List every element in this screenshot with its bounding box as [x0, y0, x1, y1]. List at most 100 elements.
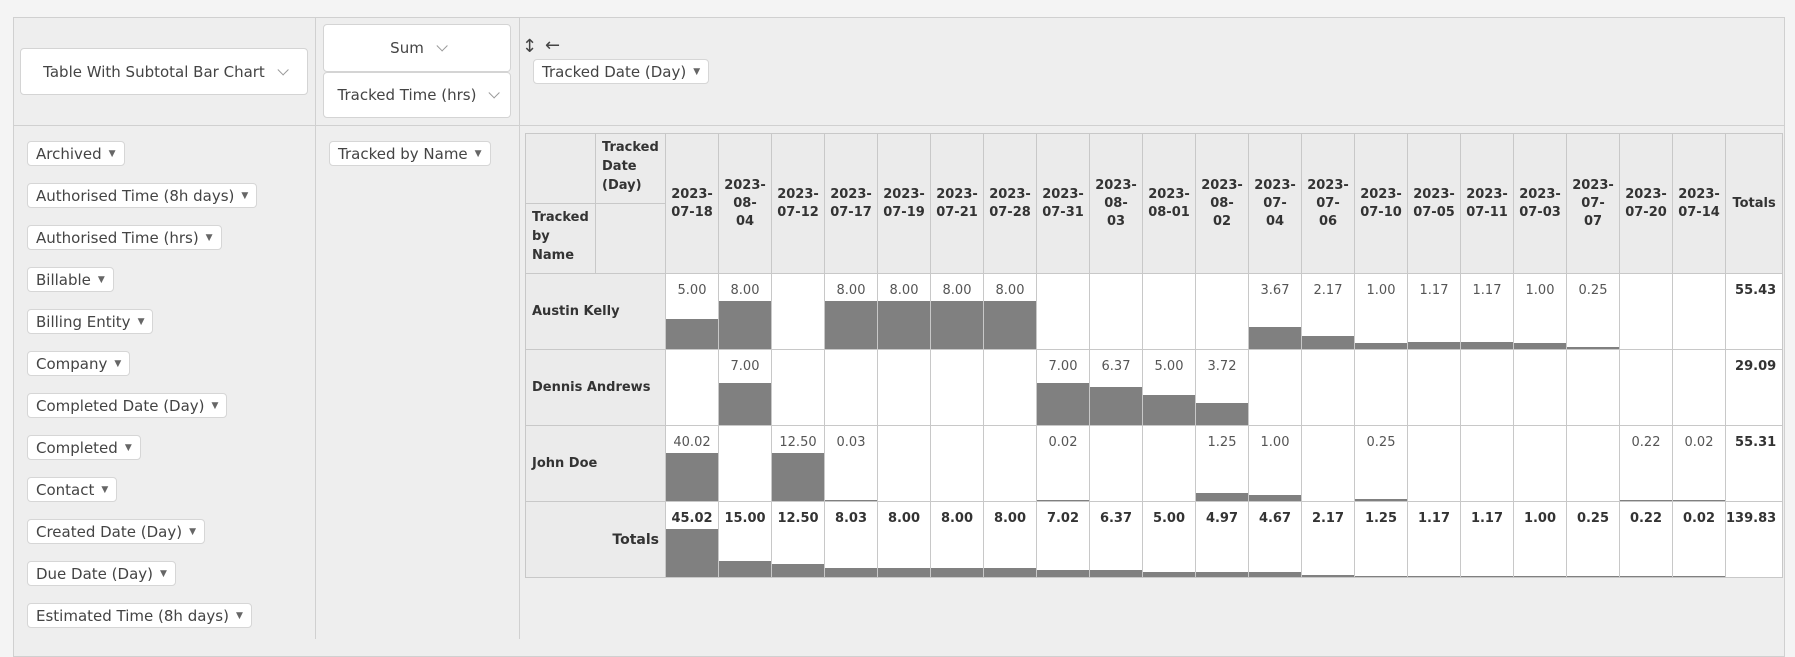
- pivot-cell[interactable]: [1619, 273, 1673, 350]
- pivot-cell[interactable]: [1089, 273, 1143, 350]
- col-total-cell[interactable]: 1.25: [1354, 501, 1408, 578]
- attr-pill[interactable]: Estimated Time (8h days) ▼: [27, 603, 252, 628]
- attr-pill[interactable]: Billable ▼: [27, 267, 114, 292]
- value-field-select[interactable]: Tracked Time (hrs): [323, 72, 511, 118]
- pivot-cell[interactable]: 0.03: [824, 425, 878, 502]
- attr-pill[interactable]: Completed ▼: [27, 435, 141, 460]
- col-total-cell[interactable]: 6.37: [1089, 501, 1143, 578]
- pivot-cell[interactable]: 3.67: [1248, 273, 1302, 350]
- pivot-cell[interactable]: [1036, 273, 1090, 350]
- pivot-cell[interactable]: [824, 349, 878, 426]
- pivot-cell[interactable]: [930, 349, 984, 426]
- pivot-cell[interactable]: 5.00: [1142, 349, 1196, 426]
- pivot-cell[interactable]: [1460, 349, 1514, 426]
- pivot-cell[interactable]: 8.00: [718, 273, 772, 350]
- col-order-icon[interactable]: ←: [545, 35, 561, 56]
- col-total-cell[interactable]: 5.00: [1142, 501, 1196, 578]
- col-total-cell[interactable]: 2.17: [1301, 501, 1355, 578]
- col-total-cell[interactable]: 8.03: [824, 501, 878, 578]
- pivot-cell[interactable]: 7.00: [718, 349, 772, 426]
- pivot-cell[interactable]: 40.02: [665, 425, 719, 502]
- attr-pill[interactable]: Due Date (Day) ▼: [27, 561, 176, 586]
- row-field-pill[interactable]: Tracked by Name ▼: [329, 141, 491, 166]
- col-total-cell[interactable]: 8.00: [877, 501, 931, 578]
- col-total-cell[interactable]: 8.00: [930, 501, 984, 578]
- pivot-cell[interactable]: [930, 425, 984, 502]
- pivot-cell[interactable]: [1672, 349, 1726, 426]
- pivot-cell[interactable]: 0.25: [1354, 425, 1408, 502]
- col-total-cell[interactable]: 15.00: [718, 501, 772, 578]
- attr-pill[interactable]: Authorised Time (8h days) ▼: [27, 183, 258, 208]
- col-total-cell[interactable]: 0.25: [1566, 501, 1620, 578]
- pivot-cell[interactable]: [877, 349, 931, 426]
- pivot-cell[interactable]: 5.00: [665, 273, 719, 350]
- pivot-cell[interactable]: [1460, 425, 1514, 502]
- pivot-cell[interactable]: [1619, 349, 1673, 426]
- aggregator-select[interactable]: Sum: [323, 24, 511, 72]
- pivot-cell[interactable]: 3.72: [1195, 349, 1249, 426]
- pivot-cell[interactable]: 7.00: [1036, 349, 1090, 426]
- pivot-cell[interactable]: 8.00: [877, 273, 931, 350]
- pivot-cell[interactable]: 8.00: [983, 273, 1037, 350]
- pivot-cell[interactable]: [877, 425, 931, 502]
- col-total-cell[interactable]: 4.67: [1248, 501, 1302, 578]
- col-total-cell[interactable]: 1.00: [1513, 501, 1567, 578]
- row-order-icon[interactable]: ↕: [522, 36, 538, 57]
- pivot-cell[interactable]: 1.17: [1460, 273, 1514, 350]
- col-total-cell[interactable]: 12.50: [771, 501, 825, 578]
- pivot-cell[interactable]: [1248, 349, 1302, 426]
- col-total-cell[interactable]: 1.17: [1460, 501, 1514, 578]
- pivot-cell[interactable]: 1.17: [1407, 273, 1461, 350]
- pivot-cell[interactable]: [1407, 425, 1461, 502]
- pivot-cell[interactable]: 1.00: [1513, 273, 1567, 350]
- pivot-cell[interactable]: [718, 425, 772, 502]
- pivot-cell[interactable]: 8.00: [824, 273, 878, 350]
- pivot-cell[interactable]: [1407, 349, 1461, 426]
- pivot-cell[interactable]: [1195, 273, 1249, 350]
- col-total-cell[interactable]: 45.02: [665, 501, 719, 578]
- attr-pill[interactable]: Completed Date (Day) ▼: [27, 393, 228, 418]
- pivot-cell[interactable]: [665, 349, 719, 426]
- pivot-cell[interactable]: [983, 349, 1037, 426]
- col-field-pill[interactable]: Tracked Date (Day) ▼: [533, 59, 710, 84]
- col-total-cell[interactable]: 1.17: [1407, 501, 1461, 578]
- col-total-cell[interactable]: 0.02: [1672, 501, 1726, 578]
- pivot-cell[interactable]: [1513, 425, 1567, 502]
- col-total-cell[interactable]: 0.22: [1619, 501, 1673, 578]
- pivot-cell[interactable]: 0.25: [1566, 273, 1620, 350]
- pivot-cell[interactable]: 0.02: [1672, 425, 1726, 502]
- attr-pill[interactable]: Archived ▼: [27, 141, 125, 166]
- pivot-cell[interactable]: [1672, 273, 1726, 350]
- pivot-cell[interactable]: 1.00: [1248, 425, 1302, 502]
- col-total-cell[interactable]: 8.00: [983, 501, 1037, 578]
- pivot-cell[interactable]: [1142, 425, 1196, 502]
- renderer-select[interactable]: Table With Subtotal Bar Chart: [20, 48, 308, 95]
- pivot-cell[interactable]: 1.25: [1195, 425, 1249, 502]
- pivot-cell[interactable]: [1566, 425, 1620, 502]
- pivot-cell[interactable]: 2.17: [1301, 273, 1355, 350]
- pivot-cell[interactable]: [1142, 273, 1196, 350]
- pivot-cell[interactable]: 0.02: [1036, 425, 1090, 502]
- attr-pill[interactable]: Authorised Time (hrs) ▼: [27, 225, 222, 250]
- cell-value: 1.00: [1525, 283, 1555, 298]
- pivot-cell[interactable]: 8.00: [930, 273, 984, 350]
- pivot-cell[interactable]: [771, 273, 825, 350]
- attr-pill[interactable]: Contact ▼: [27, 477, 118, 502]
- pivot-cell[interactable]: [771, 349, 825, 426]
- pivot-cell[interactable]: [983, 425, 1037, 502]
- pivot-cell[interactable]: [1354, 349, 1408, 426]
- attr-pill[interactable]: Company ▼: [27, 351, 131, 376]
- pivot-cell[interactable]: [1513, 349, 1567, 426]
- pivot-cell[interactable]: 1.00: [1354, 273, 1408, 350]
- pivot-cell[interactable]: [1301, 425, 1355, 502]
- pivot-cell[interactable]: [1089, 425, 1143, 502]
- pivot-cell[interactable]: [1566, 349, 1620, 426]
- attr-pill[interactable]: Billing Entity ▼: [27, 309, 154, 334]
- pivot-cell[interactable]: 12.50: [771, 425, 825, 502]
- pivot-cell[interactable]: 0.22: [1619, 425, 1673, 502]
- pivot-cell[interactable]: 6.37: [1089, 349, 1143, 426]
- col-total-cell[interactable]: 7.02: [1036, 501, 1090, 578]
- pivot-cell[interactable]: [1301, 349, 1355, 426]
- attr-pill[interactable]: Created Date (Day) ▼: [27, 519, 205, 544]
- col-total-cell[interactable]: 4.97: [1195, 501, 1249, 578]
